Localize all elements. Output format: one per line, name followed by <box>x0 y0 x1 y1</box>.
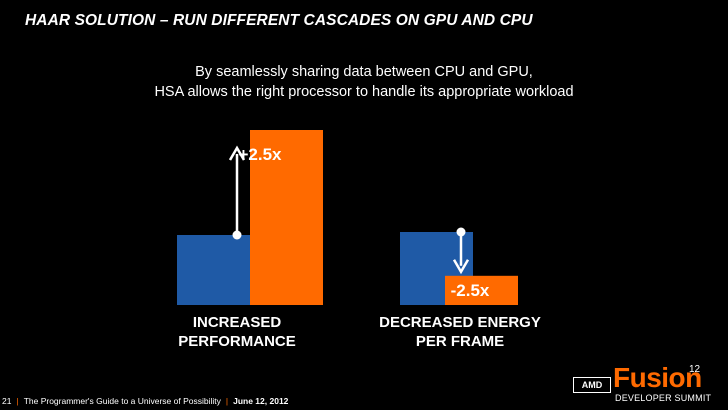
arrow-0-dot <box>232 230 242 240</box>
amd-fusion-logo: AMD Fusion 12 DEVELOPER SUMMIT <box>573 362 723 406</box>
developer-summit-text: DEVELOPER SUMMIT <box>615 393 712 403</box>
subtitle-line-1: By seamlessly sharing data between CPU a… <box>195 64 533 80</box>
footer-guide-title: The Programmer's Guide to a Universe of … <box>23 396 221 406</box>
bar-1-category-label-line-1: DECREASED ENERGY <box>379 314 541 331</box>
fusion-wordmark: Fusion <box>613 362 702 393</box>
bar-0-after <box>250 130 323 305</box>
bar-1-after <box>445 275 518 305</box>
amd-logo-text: AMD <box>573 377 611 393</box>
bar-1-category-label-line-2: PER FRAME <box>416 333 504 350</box>
slide-title: HAAR SOLUTION – RUN DIFFERENT CASCADES O… <box>25 12 533 29</box>
bar-0-delta-label: +2.5x <box>238 145 282 164</box>
bar-0-category-label-line-1: INCREASED <box>193 314 282 331</box>
bar-1-delta-label: -2.5x <box>451 281 490 300</box>
footer: 21 | The Programmer's Guide to a Universe … <box>2 396 288 406</box>
arrow-1-dot <box>456 227 466 237</box>
bar-0-category-label-line-2: PERFORMANCE <box>178 333 296 350</box>
arrow-0-head <box>228 145 246 161</box>
arrow-1-head <box>452 259 470 275</box>
footer-separator-2: | <box>225 396 229 406</box>
footer-date: June 12, 2012 <box>233 396 289 406</box>
bar-0-before <box>177 235 250 305</box>
footer-separator: | <box>16 396 19 406</box>
page-number: 21 <box>2 396 12 406</box>
fusion-superscript: 12 <box>689 364 701 375</box>
subtitle-line-2: HSA allows the right processor to handle… <box>154 84 574 100</box>
